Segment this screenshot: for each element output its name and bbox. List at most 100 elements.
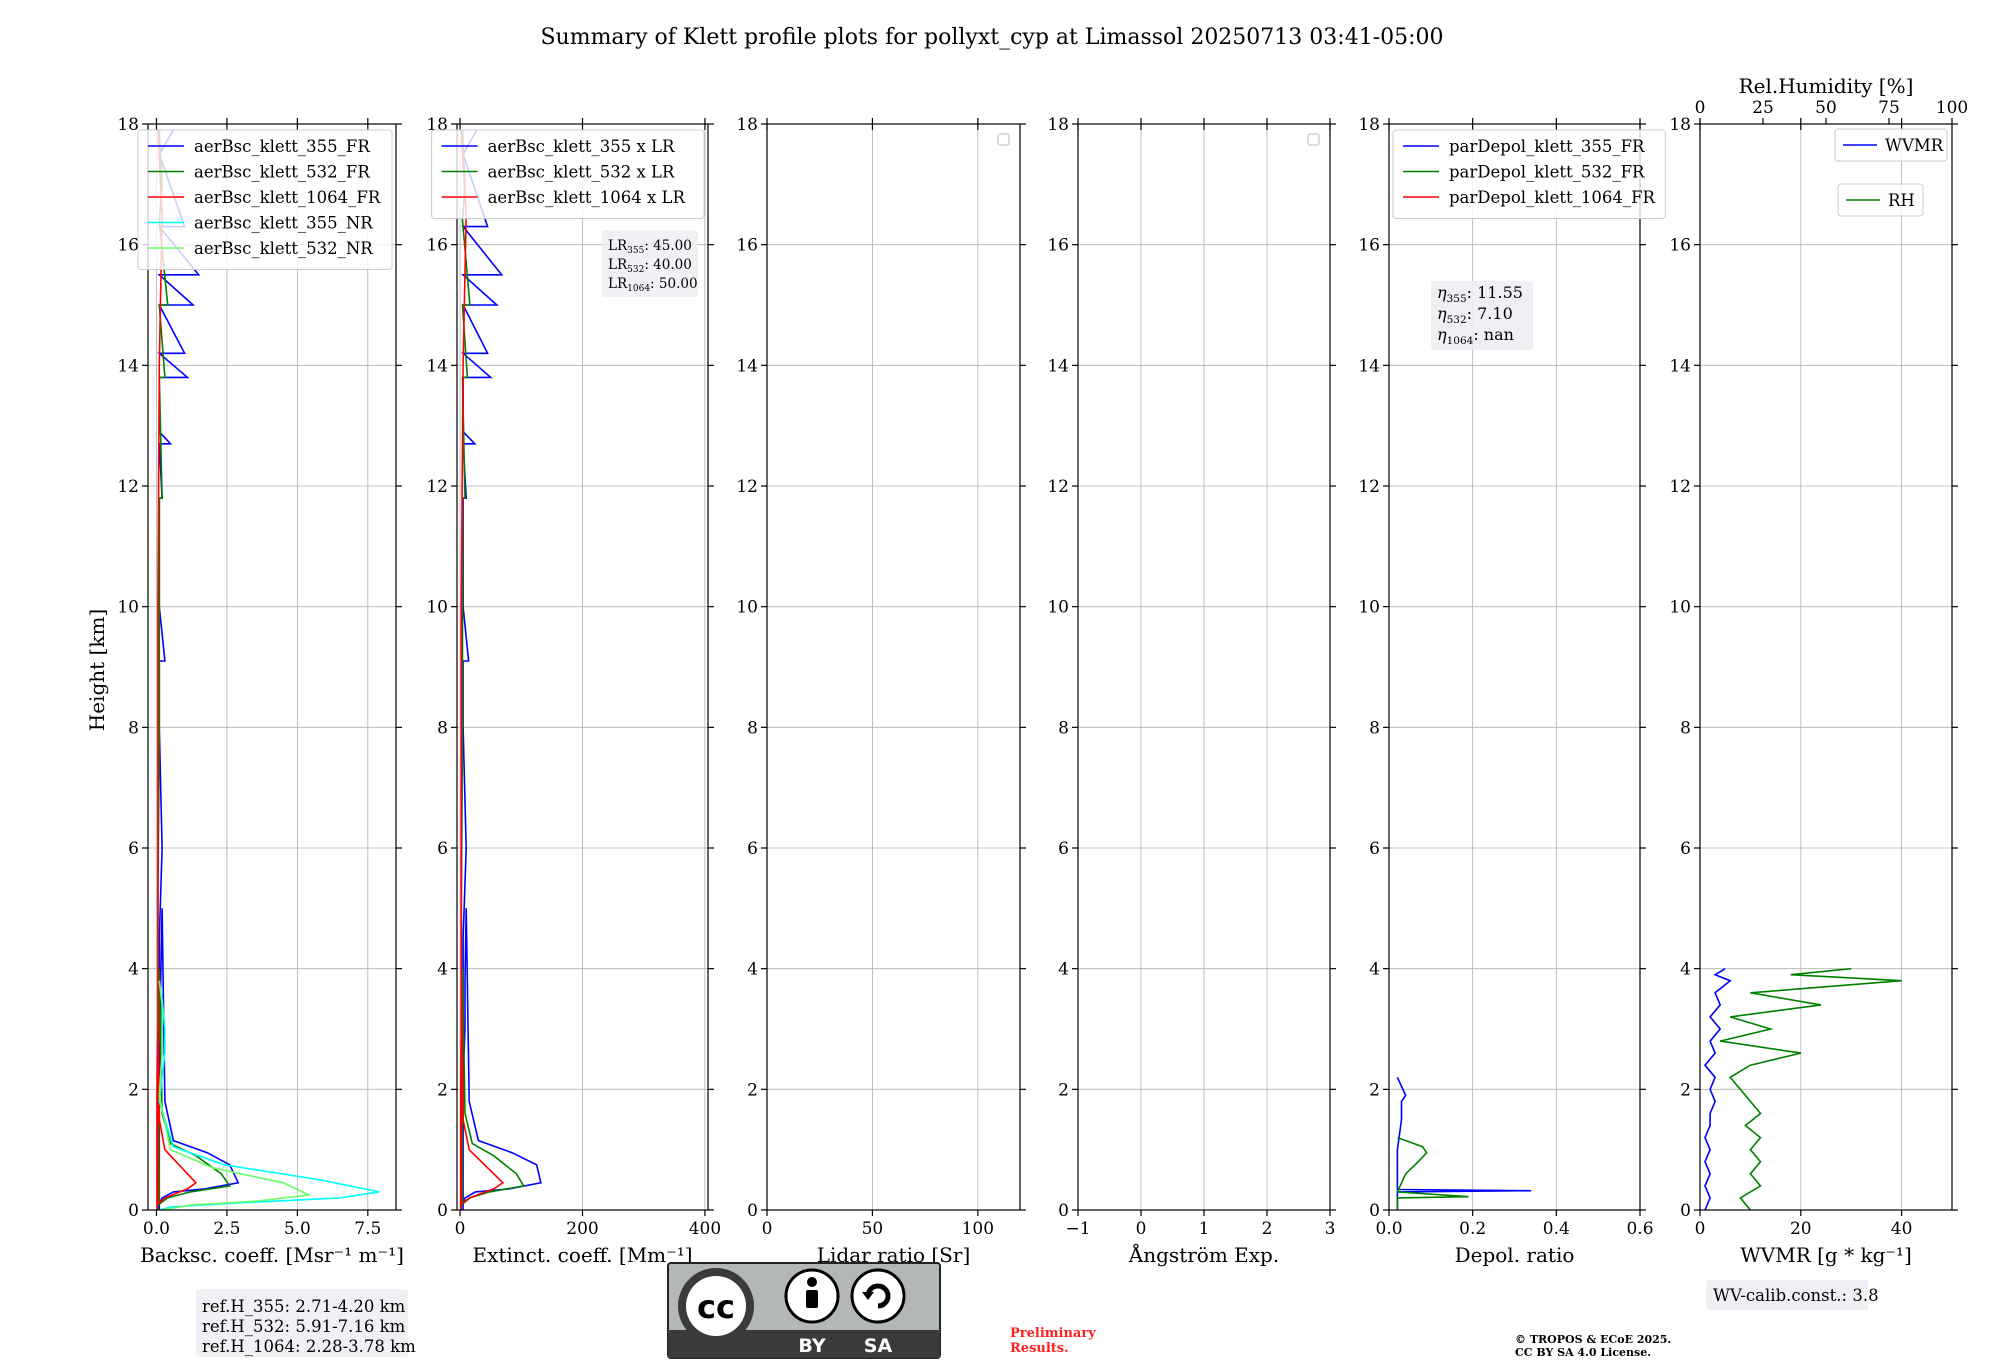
plot-frame	[1699, 123, 1953, 1211]
lidar-ratio-symbol: LR	[608, 238, 628, 254]
legend-entry: aerBsc_klett_532_FR	[194, 163, 370, 182]
svg-text:cc: cc	[697, 1288, 735, 1326]
lidar-ratio-line: LR1064: 50.00	[608, 276, 698, 294]
lidar-ratio-subscript: 532	[627, 265, 644, 275]
legend-entry: parDepol_klett_355_FR	[1449, 137, 1645, 156]
y-tick-label: 10	[1358, 598, 1380, 618]
x-tick-label: 200	[566, 1219, 598, 1239]
y-tick-label: 18	[736, 115, 758, 135]
eta-value: : 7.10	[1467, 304, 1513, 323]
x-axis-label: Depol. ratio	[1455, 1243, 1575, 1267]
x-axis-label: Extinct. coeff. [Mm⁻¹]	[472, 1243, 692, 1267]
y-tick-label: 6	[1680, 839, 1691, 859]
series-line-0	[1396, 1076, 1532, 1210]
y-tick-label: 12	[117, 477, 139, 497]
x-tick-label: 0	[1136, 1219, 1147, 1239]
ref-height-line: ref.H_532: 5.91-7.16 km	[202, 1317, 406, 1336]
lidar-ratio-subscript: 1064	[627, 284, 650, 294]
x-axis-label: Ångström Exp.	[1128, 1242, 1279, 1267]
x-tick-label: 40	[1891, 1219, 1913, 1239]
y-tick-label: 6	[1058, 839, 1069, 859]
eta-symbol: η	[1437, 325, 1447, 344]
y-tick-label: 14	[736, 356, 758, 376]
x-tick-label: 1	[1199, 1219, 1210, 1239]
series-line-1	[1396, 1136, 1469, 1210]
x-tick-label: 5.0	[284, 1219, 311, 1239]
x2-tick-label: 75	[1878, 98, 1900, 118]
series-line-1	[1720, 967, 1902, 1211]
y-tick-label: 0	[1680, 1201, 1691, 1221]
cc-license-badge[interactable]: cc BY SA	[667, 1262, 941, 1359]
eta-symbol: η	[1437, 304, 1447, 323]
y-tick-label: 4	[1369, 960, 1380, 980]
sa-label: SA	[864, 1335, 893, 1357]
y-tick-label: 18	[1047, 115, 1069, 135]
lidar-ratio-value: : 50.00	[650, 276, 698, 292]
y-tick-label: 12	[736, 477, 758, 497]
y-tick-label: 8	[1680, 718, 1691, 738]
x-tick-label: 0	[455, 1219, 466, 1239]
x2-tick-label: 50	[1815, 98, 1837, 118]
legend-entry: WVMR	[1885, 136, 1944, 155]
lidar-ratio-symbol: LR	[608, 257, 628, 273]
y-tick-label: 14	[1358, 356, 1380, 376]
y-tick-label: 10	[426, 598, 448, 618]
y-tick-label: 12	[1047, 477, 1069, 497]
y-tick-label: 10	[117, 598, 139, 618]
y-tick-label: 2	[1680, 1080, 1691, 1100]
y-tick-label: 0	[1369, 1201, 1380, 1221]
x-tick-label: −1	[1065, 1219, 1090, 1239]
y-tick-label: 2	[747, 1080, 758, 1100]
empty-legend-box	[997, 133, 1010, 146]
eta-box	[1431, 281, 1533, 350]
lidar-ratio-value: : 40.00	[644, 257, 692, 273]
eta-line: η355: 11.55	[1437, 283, 1523, 305]
x-tick-label: 0.0	[143, 1219, 170, 1239]
eta-line: η532: 7.10	[1437, 304, 1513, 326]
y-tick-label: 10	[1047, 598, 1069, 618]
x-tick-label: 0.0	[1375, 1219, 1402, 1239]
eta-symbol: η	[1437, 283, 1447, 302]
y-tick-label: 4	[128, 960, 139, 980]
legend-entry: aerBsc_klett_355 x LR	[488, 137, 675, 156]
y-tick-label: 0	[437, 1201, 448, 1221]
y-tick-label: 4	[747, 960, 758, 980]
legend-box	[1834, 128, 1948, 162]
y-tick-label: 18	[117, 115, 139, 135]
legend-entry: parDepol_klett_532_FR	[1449, 163, 1645, 182]
y-tick-label: 2	[128, 1080, 139, 1100]
panel-depol: 0 2 4 6 8 10 12 14 16 18 0.0 0.2 0.4 0.6 Depol. ratio p…	[1358, 115, 1666, 1267]
y-tick-label: 16	[1358, 236, 1380, 256]
x-tick-label: 0	[762, 1219, 773, 1239]
legend-entry: aerBsc_klett_532_NR	[194, 239, 373, 258]
eta-subscript: 1064	[1447, 335, 1474, 347]
x-tick-label: 0.2	[1459, 1219, 1486, 1239]
y-tick-label: 6	[747, 839, 758, 859]
y-tick-label: 16	[1047, 236, 1069, 256]
y-tick-label: 0	[128, 1201, 139, 1221]
x2-tick-label: 25	[1752, 98, 1774, 118]
y-tick-label: 4	[437, 960, 448, 980]
y-tick-label: 18	[1669, 115, 1691, 135]
lidar-ratio-value: : 45.00	[644, 238, 692, 254]
y-tick-label: 8	[1369, 718, 1380, 738]
series-line-0	[157, 129, 240, 1210]
preliminary-label-2: Results.	[1010, 1341, 1069, 1356]
x-tick-label: 2	[1262, 1219, 1273, 1239]
ref-heights-box	[196, 1289, 408, 1357]
figure-title: Summary of Klett profile plots for polly…	[540, 25, 1443, 50]
legend-entry: aerBsc_klett_1064 x LR	[488, 188, 686, 207]
y-tick-label: 8	[437, 718, 448, 738]
eta-value: : nan	[1473, 325, 1514, 344]
y-axis-label: Height [km]	[85, 609, 109, 731]
x-tick-label: 0.6	[1626, 1219, 1653, 1239]
panel-backscatter: 0 2 4 6 8 10 12 14 16 18 0.0 2.5 5.0 7.5 Backsc. coeff…	[117, 115, 404, 1267]
y-tick-label: 18	[1358, 115, 1380, 135]
legend: aerBsc_klett_355 x LR aerBsc_klett_532 x …	[431, 129, 705, 219]
y-tick-label: 2	[1058, 1080, 1069, 1100]
series-line-0	[460, 129, 542, 1210]
